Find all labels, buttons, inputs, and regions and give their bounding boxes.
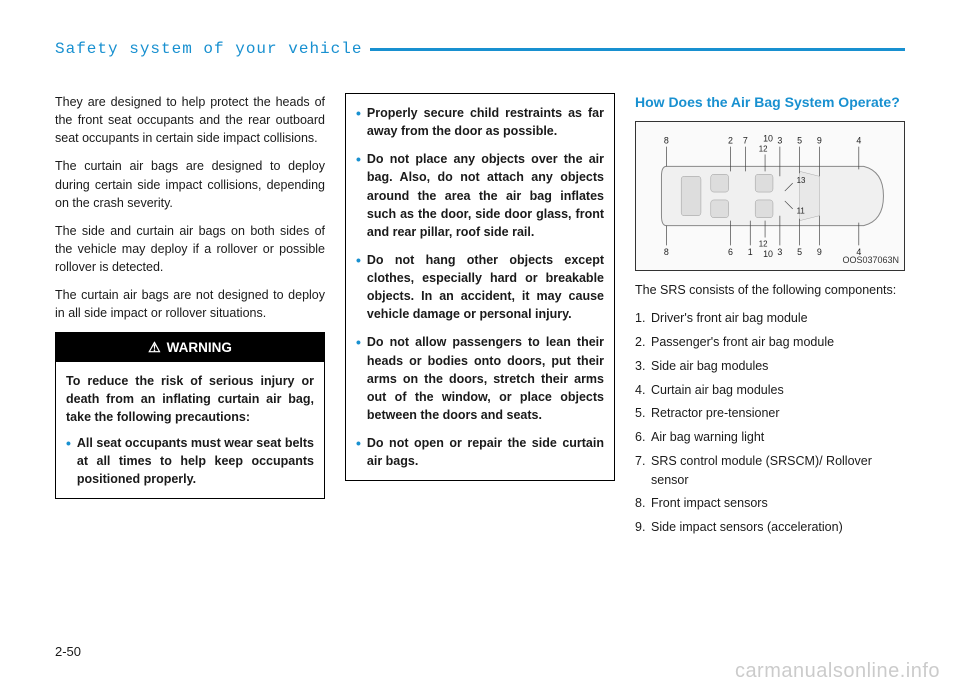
warning-intro: To reduce the risk of serious injury or … xyxy=(66,372,314,426)
bullet-text: Do not allow passengers to lean their he… xyxy=(367,333,604,424)
svg-text:9: 9 xyxy=(817,247,822,257)
svg-text:11: 11 xyxy=(797,207,805,216)
warning-bullet: • All seat occupants must wear seat belt… xyxy=(66,434,314,488)
warning-icon: ⚠ xyxy=(148,337,161,357)
bullet-marker-icon: • xyxy=(356,104,361,140)
column-1: They are designed to help protect the he… xyxy=(55,93,325,542)
warning-bullet: • Do not allow passengers to lean their … xyxy=(356,333,604,424)
warning-body: To reduce the risk of serious injury or … xyxy=(56,362,324,499)
content-columns: They are designed to help protect the he… xyxy=(55,93,905,542)
svg-text:4: 4 xyxy=(856,136,861,146)
svg-text:7: 7 xyxy=(743,136,748,146)
column-2: • Properly secure child restraints as fa… xyxy=(345,93,615,542)
item-text: Passenger's front air bag module xyxy=(651,333,905,352)
item-number: 6. xyxy=(635,428,651,447)
bullet-marker-icon: • xyxy=(356,150,361,241)
item-text: Retractor pre-tensioner xyxy=(651,404,905,423)
header-rule xyxy=(370,48,905,51)
warning-bullet: • Do not hang other objects except cloth… xyxy=(356,251,604,324)
bullet-marker-icon: • xyxy=(356,333,361,424)
svg-text:8: 8 xyxy=(664,247,669,257)
warning-bullet: • Properly secure child restraints as fa… xyxy=(356,104,604,140)
item-number: 4. xyxy=(635,381,651,400)
list-item: 6.Air bag warning light xyxy=(635,428,905,447)
item-number: 8. xyxy=(635,494,651,513)
svg-text:12: 12 xyxy=(759,240,768,249)
item-number: 2. xyxy=(635,333,651,352)
warning-continuation-box: • Properly secure child restraints as fa… xyxy=(345,93,615,481)
list-item: 9.Side impact sensors (acceleration) xyxy=(635,518,905,537)
list-item: 3.Side air bag modules xyxy=(635,357,905,376)
page-header: Safety system of your vehicle xyxy=(55,40,905,58)
item-text: Driver's front air bag module xyxy=(651,309,905,328)
item-number: 3. xyxy=(635,357,651,376)
components-intro: The SRS consists of the following compon… xyxy=(635,281,905,299)
list-item: 7.SRS control module (SRSCM)/ Rollover s… xyxy=(635,452,905,490)
svg-text:8: 8 xyxy=(664,136,669,146)
item-text: Curtain air bag modules xyxy=(651,381,905,400)
page-container: Safety system of your vehicle They are d… xyxy=(0,0,960,689)
item-text: Side impact sensors (acceleration) xyxy=(651,518,905,537)
paragraph: The side and curtain air bags on both si… xyxy=(55,222,325,276)
item-text: Front impact sensors xyxy=(651,494,905,513)
svg-text:5: 5 xyxy=(797,136,802,146)
bullet-text: Properly secure child restraints as far … xyxy=(367,104,604,140)
section-heading: How Does the Air Bag System Operate? xyxy=(635,93,905,111)
bullet-text: Do not hang other objects except clothes… xyxy=(367,251,604,324)
page-number: 2-50 xyxy=(55,644,81,659)
svg-text:12: 12 xyxy=(759,145,768,154)
list-item: 2.Passenger's front air bag module xyxy=(635,333,905,352)
item-number: 5. xyxy=(635,404,651,423)
bullet-text: Do not place any objects over the air ba… xyxy=(367,150,604,241)
svg-text:9: 9 xyxy=(817,136,822,146)
svg-text:10: 10 xyxy=(763,249,773,259)
bullet-marker-icon: • xyxy=(66,434,71,488)
item-text: SRS control module (SRSCM)/ Rollover sen… xyxy=(651,452,905,490)
list-item: 5.Retractor pre-tensioner xyxy=(635,404,905,423)
item-text: Side air bag modules xyxy=(651,357,905,376)
bullet-marker-icon: • xyxy=(356,434,361,470)
svg-text:3: 3 xyxy=(777,136,782,146)
header-title: Safety system of your vehicle xyxy=(55,40,370,58)
diagram-code: OOS037063N xyxy=(842,254,899,267)
list-item: 1.Driver's front air bag module xyxy=(635,309,905,328)
svg-text:6: 6 xyxy=(728,247,733,257)
warning-header: ⚠ WARNING xyxy=(56,333,324,361)
bullet-text: All seat occupants must wear seat belts … xyxy=(77,434,314,488)
diagram-svg: 8 2 7 12 10 3 5 9 4 8 6 1 12 10 3 5 xyxy=(636,122,904,270)
component-list: 1.Driver's front air bag module 2.Passen… xyxy=(635,309,905,537)
column-3: How Does the Air Bag System Operate? xyxy=(635,93,905,542)
svg-text:1: 1 xyxy=(748,247,753,257)
item-number: 9. xyxy=(635,518,651,537)
bullet-text: Do not open or repair the side curtain a… xyxy=(367,434,604,470)
paragraph: The curtain air bags are designed to dep… xyxy=(55,157,325,211)
svg-text:13: 13 xyxy=(797,176,806,185)
airbag-diagram: 8 2 7 12 10 3 5 9 4 8 6 1 12 10 3 5 xyxy=(635,121,905,271)
warning-label: WARNING xyxy=(167,338,232,358)
warning-bullet: • Do not place any objects over the air … xyxy=(356,150,604,241)
item-text: Air bag warning light xyxy=(651,428,905,447)
warning-box: ⚠ WARNING To reduce the risk of serious … xyxy=(55,332,325,499)
item-number: 1. xyxy=(635,309,651,328)
list-item: 4.Curtain air bag modules xyxy=(635,381,905,400)
item-number: 7. xyxy=(635,452,651,490)
warning-bullet: • Do not open or repair the side curtain… xyxy=(356,434,604,470)
paragraph: They are designed to help protect the he… xyxy=(55,93,325,147)
svg-text:3: 3 xyxy=(777,247,782,257)
svg-text:5: 5 xyxy=(797,247,802,257)
bullet-marker-icon: • xyxy=(356,251,361,324)
svg-text:2: 2 xyxy=(728,136,733,146)
watermark: carmanualsonline.info xyxy=(735,660,940,683)
list-item: 8.Front impact sensors xyxy=(635,494,905,513)
paragraph: The curtain air bags are not designed to… xyxy=(55,286,325,322)
svg-text:10: 10 xyxy=(763,134,773,144)
